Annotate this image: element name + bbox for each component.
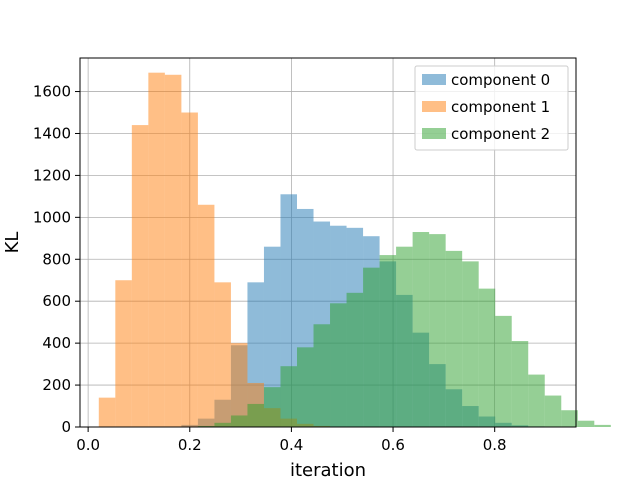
histogram-bar	[412, 232, 430, 427]
histogram-bar	[263, 387, 281, 427]
histogram-bar	[396, 246, 413, 427]
histogram-bar	[313, 324, 331, 427]
histogram-bar	[164, 74, 182, 427]
histogram-bar	[445, 250, 463, 427]
histogram-bar	[98, 397, 116, 427]
histogram-bar	[495, 315, 512, 427]
plot-frame	[79, 57, 577, 428]
histogram-bar	[280, 366, 297, 427]
legend: component 0 component 1 component 2	[414, 65, 569, 151]
histogram-bar	[478, 288, 496, 427]
histogram-bar	[330, 303, 347, 427]
legend-items: component 0 component 1 component 2	[422, 71, 550, 143]
y-tick-label: 1200	[33, 166, 71, 184]
histogram-bar	[181, 112, 198, 428]
legend-swatch	[422, 74, 446, 85]
histogram-bar	[131, 125, 149, 427]
histogram-bar	[297, 347, 314, 427]
histogram-bar	[346, 292, 364, 427]
y-tick-label: 200	[42, 376, 71, 394]
y-axis-ticks: 0 200 400 600 800 1000 1200 1400 1600	[33, 83, 80, 436]
histogram-bar	[214, 422, 231, 427]
x-tick-label: 0.2	[178, 436, 202, 454]
y-tick-label: 600	[42, 292, 71, 310]
histogram-bar	[148, 72, 165, 427]
histogram-bar	[214, 282, 231, 427]
histogram-bar	[247, 403, 264, 427]
legend-swatch	[422, 128, 446, 139]
histogram-bar	[594, 424, 611, 427]
histogram-bar	[544, 395, 562, 427]
x-axis-ticks: 0.0 0.2 0.4 0.6 0.8	[76, 427, 507, 454]
y-tick-label: 400	[42, 334, 71, 352]
y-tick-label: 0	[61, 418, 71, 436]
x-tick-label: 0.0	[76, 436, 100, 454]
histogram-bar	[429, 234, 446, 427]
series-2-bars	[197, 232, 611, 427]
histogram-bar	[115, 280, 132, 427]
legend-label: component 1	[451, 98, 550, 116]
x-tick-label: 0.4	[279, 436, 303, 454]
x-axis-label: iteration	[290, 460, 366, 480]
x-tick-label: 0.8	[483, 436, 507, 454]
y-tick-label: 1400	[33, 124, 71, 142]
legend-swatch	[422, 101, 446, 112]
legend-label: component 2	[451, 125, 550, 143]
histogram-bar	[511, 341, 529, 427]
histogram-bar	[230, 343, 248, 427]
histogram-bar	[197, 204, 215, 427]
histogram-bar	[561, 410, 578, 427]
histogram-bar	[528, 374, 545, 427]
y-tick-label: 1000	[33, 208, 71, 226]
y-axis-label: KL	[2, 232, 23, 254]
legend-label: component 0	[451, 71, 550, 89]
histogram-bar	[197, 425, 215, 427]
histogram-bar	[363, 267, 380, 427]
x-tick-label: 0.6	[381, 436, 405, 454]
y-tick-label: 800	[42, 250, 71, 268]
histogram-bar	[577, 420, 595, 427]
y-tick-label: 1600	[33, 83, 71, 101]
histogram-bar	[263, 246, 281, 427]
histogram-bar	[230, 415, 248, 427]
histogram-bar	[379, 255, 397, 427]
legend-box	[414, 65, 569, 151]
histogram-bar	[462, 261, 479, 427]
histogram-bars	[98, 72, 611, 428]
